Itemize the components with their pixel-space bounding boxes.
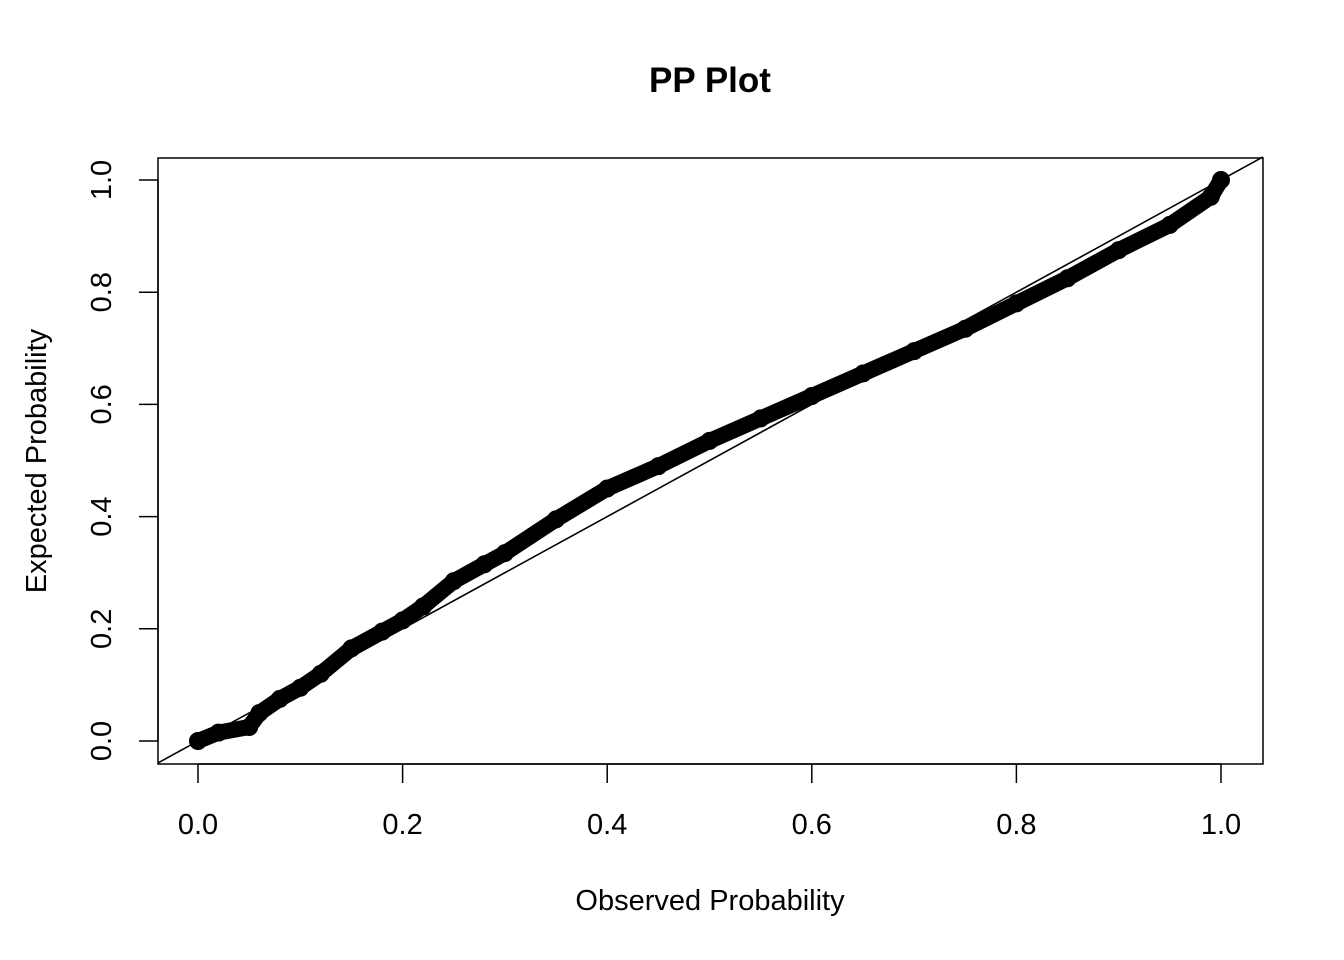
data-point [854,364,872,383]
data-point [250,704,269,722]
data-point [270,689,289,708]
x-tick-label: 0.0 [178,809,218,841]
y-axis-title: Expected Probability [21,328,53,593]
data-point [342,639,361,658]
y-tick-label: 0.2 [86,609,118,649]
data-point [444,572,463,591]
data-point [1212,171,1230,189]
data-point [495,544,514,563]
data-point [751,409,770,428]
data-point [802,387,821,405]
data-point [1109,241,1128,260]
x-tick-label: 0.4 [587,809,627,841]
x-tick-label: 0.2 [382,809,422,841]
y-axis: 0.0 0.2 0.4 0.6 0.8 1.0 [86,160,159,761]
data-point [700,431,719,450]
data-point [956,319,975,338]
x-tick-label: 1.0 [1201,809,1241,841]
y-tick-label: 0.4 [86,496,118,536]
data-point [1058,269,1077,288]
x-axis-title: Observed Probability [575,885,845,917]
chart-title: PP Plot [649,61,771,100]
data-series-layer [189,171,1230,750]
data-point [905,342,924,361]
x-tick-label: 0.8 [996,809,1036,841]
y-tick-label: 0.8 [86,272,118,312]
data-point [1201,187,1220,206]
y-tick-label: 1.0 [86,160,118,200]
data-point [291,678,310,697]
x-tick-label: 0.6 [792,809,832,841]
x-axis: 0.0 0.2 0.4 0.6 0.8 1.0 [178,763,1241,841]
data-point [393,611,412,630]
data-point [598,479,617,498]
data-point [1007,294,1026,313]
data-point [649,457,668,476]
data-point [547,510,565,529]
data-point [1160,215,1179,234]
y-tick-label: 0.6 [86,384,118,424]
data-point [240,718,259,736]
data-point [414,597,433,616]
data-point [475,555,494,574]
data-point [209,723,228,742]
y-tick-label: 0.0 [86,721,118,761]
data-point [189,732,207,750]
data-point [311,664,330,683]
data-point [373,622,392,641]
